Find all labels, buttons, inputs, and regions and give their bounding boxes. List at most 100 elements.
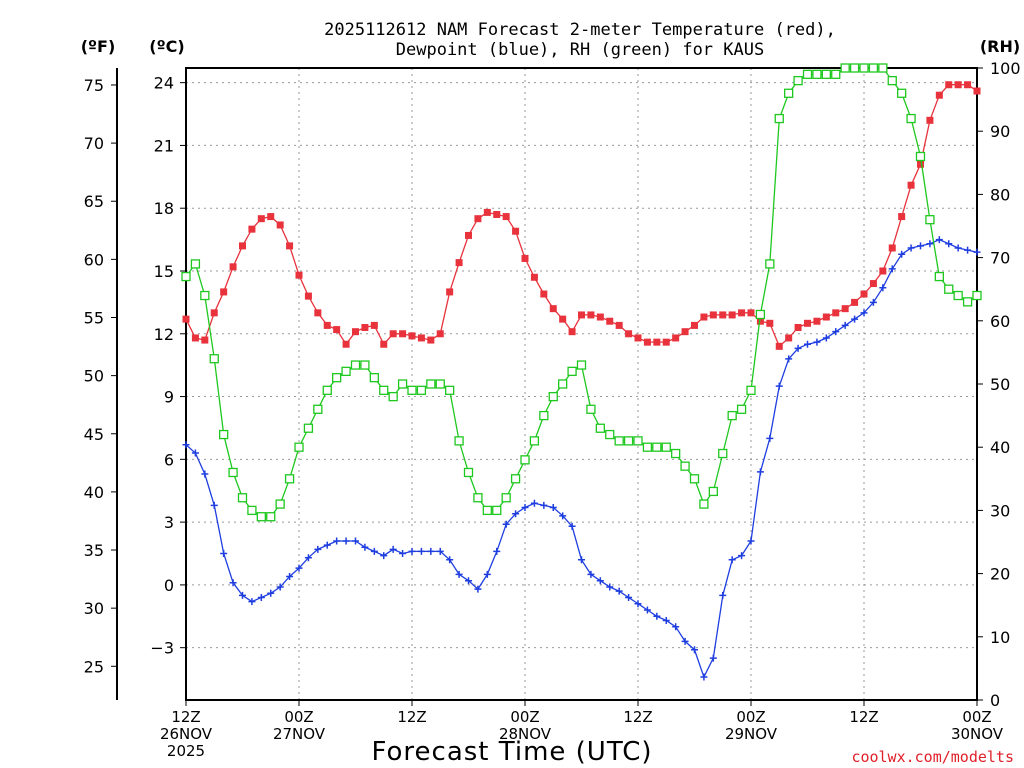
rh-point	[520, 455, 530, 465]
rh-tick-label: 60	[990, 312, 1010, 331]
rh-point	[765, 259, 775, 269]
rh-point	[313, 404, 323, 414]
temperature-point	[606, 317, 614, 325]
rh-point	[416, 385, 427, 395]
dewpoint-point	[860, 309, 868, 317]
x-tick-label: 12Z	[171, 708, 200, 726]
dewpoint-point	[719, 591, 727, 599]
rh-point	[840, 63, 850, 73]
dewpoint-point	[869, 298, 877, 306]
series-group	[181, 63, 982, 681]
temperature-point	[822, 313, 830, 321]
x-tick-label: 30NOV	[951, 725, 1004, 743]
rh-point	[802, 69, 813, 79]
temperature-point	[860, 290, 868, 298]
dewpoint-point	[239, 591, 246, 599]
rh-point	[605, 429, 615, 440]
dewpoint-point	[700, 673, 708, 681]
temperature-point	[738, 309, 746, 317]
rh-point	[237, 493, 248, 503]
temperature-point	[964, 81, 972, 89]
temperature-point	[182, 315, 190, 323]
dewpoint-point	[361, 543, 369, 551]
temperature-point	[559, 315, 567, 323]
rh-point	[576, 360, 587, 370]
x-tick-label: 00Z	[510, 708, 539, 726]
temperature-point	[370, 321, 378, 329]
dewpoint-point	[756, 468, 764, 476]
rh-tick-label: 100	[990, 59, 1021, 78]
temperature-point	[888, 244, 896, 252]
series-dewpoint	[182, 236, 981, 681]
dewpoint-point	[549, 503, 557, 511]
temperature-point	[766, 319, 774, 327]
rh-point	[539, 410, 549, 421]
celsius-tick-label: 18	[154, 199, 174, 218]
dewpoint-point	[342, 537, 350, 545]
fahrenheit-tick-label: 50	[84, 367, 104, 386]
rh-point	[718, 448, 728, 459]
rh-point	[784, 88, 794, 98]
temperature-point	[794, 323, 802, 331]
fahrenheit-tick-label: 70	[84, 134, 104, 153]
rh-point	[972, 290, 982, 301]
rh-point	[925, 215, 935, 225]
temperature-point	[220, 288, 228, 296]
rh-point	[755, 309, 766, 320]
temperature-point	[691, 321, 698, 329]
rh-point	[341, 366, 351, 377]
dewpoint-point	[380, 552, 388, 560]
x-tick-label: 00Z	[962, 708, 991, 726]
rh-point	[680, 461, 690, 471]
rh-point	[332, 373, 342, 383]
temperature-point	[493, 210, 501, 218]
temperature-point	[747, 309, 755, 317]
temperature-point	[276, 221, 284, 229]
rh-point	[708, 486, 718, 497]
rh-point	[793, 75, 803, 86]
rh-point	[953, 290, 963, 301]
dewpoint-point	[888, 265, 896, 273]
fahrenheit-tick-label: 75	[84, 76, 104, 95]
dewpoint-point	[738, 552, 746, 560]
rh-point	[510, 474, 521, 484]
rh-point	[190, 259, 201, 269]
rh-point	[303, 423, 314, 433]
rh-point	[736, 404, 747, 414]
dewpoint-point	[559, 512, 567, 520]
temperature-point	[304, 292, 312, 300]
dewpoint-point	[304, 554, 312, 562]
x-tick-label: 00Z	[284, 708, 313, 726]
rh-point	[209, 354, 219, 364]
dewpoint-point	[898, 250, 906, 258]
dewpoint-point	[446, 556, 454, 564]
rh-point	[275, 499, 285, 509]
rh-point	[482, 505, 492, 516]
dewpoint-point	[417, 547, 425, 555]
grid-lines	[186, 68, 977, 700]
chart-title-line-2: Dewpoint (blue), RH (green) for KAUS	[396, 40, 764, 60]
rh-point	[868, 63, 879, 73]
dewpoint-point	[964, 246, 972, 254]
temperature-point	[785, 334, 793, 342]
rh-tick-label: 50	[990, 375, 1010, 394]
rh-tick-label: 40	[990, 438, 1010, 457]
temperature-point	[323, 321, 331, 329]
rh-point	[915, 151, 926, 162]
rh-point	[454, 436, 464, 446]
x-tick-label: 2025	[167, 742, 205, 760]
temperature-point	[512, 227, 520, 235]
x-tick-label: 12Z	[623, 708, 652, 726]
dewpoint-point	[267, 589, 275, 597]
dewpoint-point	[672, 623, 680, 631]
dewpoint-point	[512, 510, 520, 518]
rh-point	[812, 69, 822, 79]
temperature-point	[643, 338, 651, 346]
temperature-point	[898, 213, 906, 221]
temperature-point	[625, 330, 633, 338]
dewpoint-point	[615, 587, 623, 595]
temperature-point	[502, 213, 510, 221]
rh-point	[492, 505, 502, 516]
temperature-point	[775, 342, 783, 350]
temperature-point	[568, 328, 576, 336]
